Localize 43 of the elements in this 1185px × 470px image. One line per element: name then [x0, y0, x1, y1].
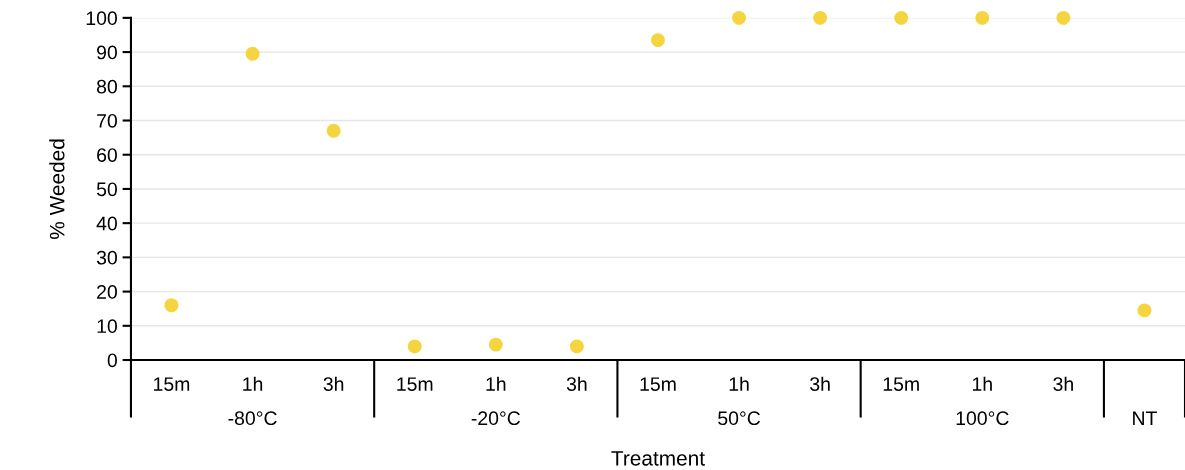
y-tick-label: 90: [97, 45, 117, 60]
point: [407, 339, 422, 354]
x-tick-label: 15m: [640, 377, 676, 391]
x-tick-label: 1h: [729, 376, 749, 391]
x-tick-label: 3h: [323, 376, 344, 391]
point: [164, 298, 179, 313]
y-tick-label: 0: [107, 353, 117, 368]
point: [488, 337, 503, 352]
x-axis-title: Treatment: [611, 451, 705, 466]
y-tick-label: 30: [96, 250, 117, 265]
text: -20°C: [471, 411, 521, 426]
x-tick-label: 3h: [566, 376, 587, 391]
y-tick-label: 10: [97, 319, 117, 334]
text: NT: [1133, 411, 1157, 425]
y-tick-label: 40: [96, 216, 117, 231]
y-tick-label: 60: [97, 148, 117, 162]
text: 100°C: [956, 411, 1009, 426]
point: [894, 10, 909, 25]
x-tick-label: 3h: [1053, 376, 1073, 391]
point: [569, 339, 584, 354]
x-tick-label: 1h: [486, 376, 506, 391]
point: [1056, 10, 1071, 25]
text: -80°C: [228, 411, 277, 426]
x-tick-label: 1h: [243, 376, 263, 391]
y-tick-label: 80: [96, 79, 117, 94]
point: [326, 123, 341, 138]
point: [651, 33, 665, 48]
point: [1137, 303, 1152, 318]
y-tick-label: 70: [97, 113, 117, 128]
point: [813, 10, 828, 25]
y-tick-label: 50: [96, 182, 117, 197]
text: 50°C: [718, 411, 761, 426]
x-tick-label: 1h: [972, 376, 992, 391]
x-tick-label: 15m: [154, 377, 190, 391]
x-tick-label: 15m: [883, 377, 919, 391]
point: [245, 46, 260, 61]
x-tick-label: 3h: [810, 376, 830, 391]
y-axis-title: % Weeded: [49, 139, 65, 239]
y-tick-label: 100: [86, 11, 117, 26]
point: [732, 10, 746, 25]
y-tick-label: 20: [97, 285, 117, 299]
point: [975, 10, 990, 25]
x-tick-label: 15m: [397, 377, 433, 391]
